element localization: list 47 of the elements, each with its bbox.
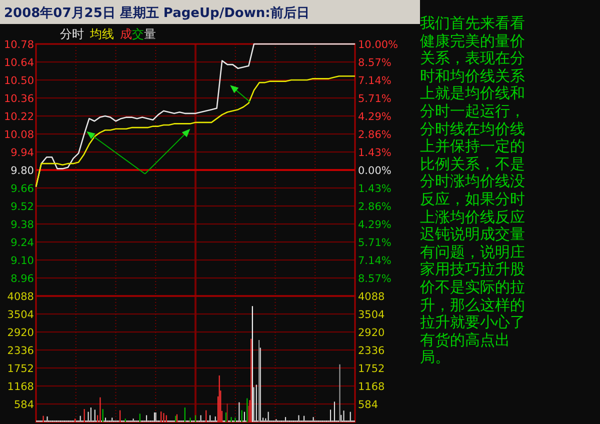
y-tick-label: 1752 [7,363,34,375]
y-tick-label: 9.66 [10,183,34,195]
y-tick-label: 10.78 [4,39,34,51]
y2-tick-label: 1168 [358,381,385,393]
text: 均线 [89,27,114,41]
y2-tick-label: 1.43% [358,146,392,159]
y2-tick-label: 0.00% [358,165,392,177]
y2-tick-label: 10.00% [358,39,398,51]
y2-tick-label: 5.71% [358,236,392,249]
text: 我们首先来看看健康完美的量价关系，表现在分时和均价线关系上就是均价线和分时一起运行，分时线在均价线上并保持一定的比例关系，不是分时涨均价线没反应，如果分时上涨均价线反应迟钝说明成交量有问题，说明庄家用技巧拉升股价不是实际的拉升，那么这样的拉升就要小心了有货的高点出局。 [420,14,525,366]
y-tick-label: 8.96 [10,273,34,285]
y2-tick-label: 4.29% [358,110,392,123]
y2-tick-label: 3504 [358,309,386,321]
y-tick-label: 4088 [7,291,34,303]
chart-title: 2008年07月25日 星期五 PageUp/Down:前后日 [4,5,310,21]
y-tick-label: 1168 [7,381,34,393]
y-tick-label: 584 [14,399,34,411]
y2-tick-label: 2920 [358,327,385,339]
y2-tick-label: 7.14% [358,75,392,88]
y2-tick-label: 8.57% [358,272,392,285]
y2-tick-label: 2.86% [358,128,392,141]
y-tick-label: 9.94 [10,147,34,159]
y-tick-label: 10.50 [4,75,34,87]
text: 分时 [60,27,84,41]
y-tick-label: 9.10 [10,255,34,267]
y2-tick-label: 7.14% [358,254,392,267]
y2-tick-label: 5.71% [358,93,392,106]
y2-tick-label: 584 [358,399,378,411]
y-tick-label: 9.52 [10,201,34,213]
y2-tick-label: 8.57% [358,57,392,70]
y-tick-label: 10.36 [4,93,34,105]
y-tick-label: 2336 [7,345,34,357]
y-tick-label: 9.38 [10,219,34,231]
y-tick-label: 10.22 [4,111,34,123]
y-tick-label: 10.08 [4,129,34,141]
y2-tick-label: 4088 [358,291,385,303]
y2-tick-label: 2.86% [358,201,392,214]
y2-tick-label: 1752 [358,363,385,375]
y2-tick-label: 4.29% [358,219,392,232]
y-tick-label: 9.80 [10,165,34,177]
y2-tick-label: 1.43% [358,183,392,196]
y-tick-label: 10.64 [4,57,34,69]
chart-title: 成交量 [120,27,156,41]
y-tick-label: 9.24 [10,237,34,249]
y-tick-label: 2920 [7,327,34,339]
y-tick-label: 3504 [7,309,34,321]
y2-tick-label: 2336 [358,345,386,357]
